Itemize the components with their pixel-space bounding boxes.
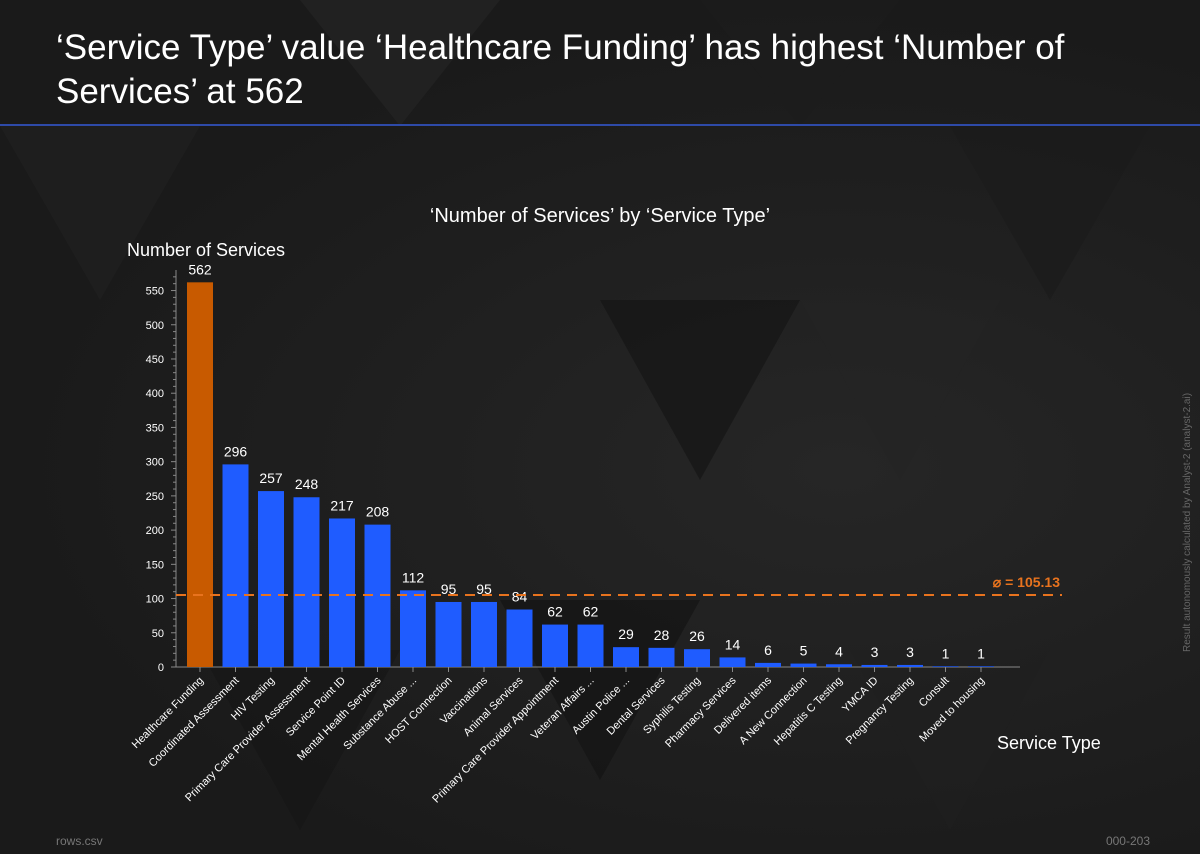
value-label-15: 26 — [689, 628, 705, 644]
x-axis-label: Service Type — [997, 733, 1101, 753]
value-label-20: 3 — [871, 644, 879, 660]
bar-14 — [648, 647, 675, 667]
bar-3 — [258, 491, 284, 667]
value-label-23: 1 — [977, 645, 985, 661]
y-tick-label: 200 — [146, 525, 164, 537]
y-tick-label: 550 — [146, 286, 164, 298]
bar-21 — [897, 664, 923, 667]
bar-15 — [684, 649, 710, 667]
y-tick-label: 150 — [146, 559, 164, 571]
bar-11 — [542, 624, 568, 667]
x-tick-label-22: Consult — [917, 675, 952, 710]
y-tick-label: 400 — [146, 388, 164, 400]
value-label-18: 5 — [800, 643, 808, 659]
bar-9 — [471, 601, 497, 667]
bar-2 — [222, 464, 249, 667]
y-tick-label: 450 — [146, 354, 164, 366]
average-line-group: ⌀ = 105.13 — [176, 574, 1062, 597]
bar-17 — [755, 662, 781, 667]
value-label-9: 95 — [476, 581, 492, 597]
bar-20 — [861, 664, 888, 667]
value-label-5: 217 — [330, 497, 354, 513]
y-tick-label: 100 — [146, 594, 164, 606]
value-label-22: 1 — [942, 645, 950, 661]
page-headline: ‘Service Type’ value ‘Healthcare Funding… — [56, 28, 1065, 111]
value-label-12: 62 — [583, 604, 599, 620]
value-label-16: 14 — [725, 636, 741, 652]
bar-5 — [329, 518, 355, 667]
x-tick-label-8: HOST Connection — [383, 675, 454, 746]
source-filename: rows.csv — [56, 834, 103, 848]
value-label-8: 95 — [441, 581, 457, 597]
bar-7 — [400, 590, 426, 667]
bar-13 — [613, 647, 639, 667]
bar-4 — [293, 497, 320, 667]
value-label-1: 562 — [188, 261, 212, 277]
attribution-note: Result autonomously calculated by Analys… — [1182, 392, 1193, 652]
header-divider — [0, 124, 1200, 126]
value-label-19: 4 — [835, 643, 843, 659]
value-label-7: 112 — [402, 569, 425, 585]
page-code: 000-203 — [1105, 834, 1150, 848]
value-label-6: 208 — [366, 504, 390, 520]
value-label-17: 6 — [764, 642, 772, 658]
x-tick-label-18: A New Connection — [737, 675, 809, 747]
bar-16 — [719, 657, 746, 667]
value-label-10: 84 — [512, 589, 528, 605]
average-label: ⌀ = 105.13 — [993, 574, 1060, 590]
y-axis: 0 50 100 150 200 250 300 350 400 450 500 550 — [146, 270, 177, 674]
value-label-3: 257 — [259, 470, 283, 486]
bar-22 — [932, 666, 959, 667]
value-label-2: 296 — [224, 443, 248, 459]
x-tick-label-23: Moved to housing — [917, 675, 987, 745]
bar-23 — [968, 666, 994, 667]
chart-title: ‘Number of Services’ by ‘Service Type’ — [430, 205, 770, 227]
y-tick-label: 250 — [146, 491, 164, 503]
y-tick-label: 0 — [158, 662, 164, 674]
x-tick-label-21: Pregnancy Testing — [844, 675, 916, 747]
y-axis-label: Number of Services — [127, 240, 285, 260]
value-label-4: 248 — [295, 476, 319, 492]
x-tick-label-12: Veteran Affairs ... — [529, 675, 597, 743]
bar-19 — [826, 664, 852, 667]
y-tick-label: 500 — [146, 320, 164, 332]
value-label-11: 62 — [547, 604, 563, 620]
value-label-13: 29 — [618, 626, 634, 642]
value-label-14: 28 — [654, 627, 670, 643]
value-label-21: 3 — [906, 644, 914, 660]
bars — [187, 282, 994, 667]
y-tick-label: 300 — [146, 457, 164, 469]
bar-18 — [790, 663, 817, 667]
x-tick-label-11: Primary Care Provider Appointment — [430, 675, 561, 806]
y-tick-label: 350 — [146, 422, 164, 434]
bar-12 — [577, 624, 604, 667]
bar-10 — [506, 609, 533, 667]
x-tick-label-19: Hepatitis C Testing — [772, 675, 845, 748]
bar-8 — [435, 601, 462, 667]
y-tick-label: 50 — [152, 628, 164, 640]
bar-1 — [187, 282, 213, 667]
